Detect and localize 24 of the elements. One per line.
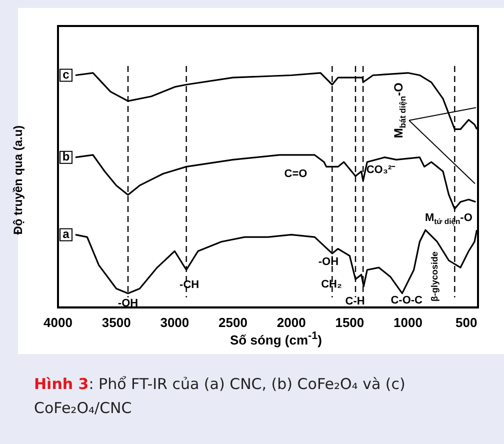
- x-tick-label: 500: [455, 314, 478, 330]
- text: Hình 3: Phổ FT-IR của (a) CNC, (b) CoFe₂O₄ và (c) CoFe₂O₄/CNC: [34, 374, 406, 419]
- annotation: C-O-C: [390, 294, 423, 306]
- annotation: C=O: [284, 168, 308, 180]
- x-tick-label: 1000: [394, 314, 422, 330]
- series-label: c: [62, 68, 70, 82]
- x-tick-label: 3000: [160, 314, 190, 330]
- x-tick-label: 2500: [218, 314, 248, 330]
- annotation: CO₃²⁻: [366, 164, 396, 176]
- annotation: β-glycoside: [430, 251, 440, 302]
- x-tick-label: 4000: [44, 314, 72, 330]
- series-label: b: [62, 150, 70, 164]
- y-axis-title: Độ truyền qua (a.u): [11, 125, 25, 235]
- annotation: CH₂: [321, 278, 342, 290]
- x-axis-title: Số sóng (cm$^{-1}$): [229, 330, 323, 348]
- x-tick-label: 1500: [335, 314, 364, 330]
- x-tick-label: 3500: [102, 314, 131, 330]
- annotation: -OH: [318, 256, 339, 268]
- annotation: Mbát diện-O: [391, 82, 408, 138]
- annotation: -OH: [118, 297, 138, 310]
- series-label: a: [62, 227, 70, 242]
- x-tick-label: 2000: [276, 314, 306, 330]
- annotation: -CH: [180, 278, 200, 291]
- annotation: C-H: [345, 295, 365, 308]
